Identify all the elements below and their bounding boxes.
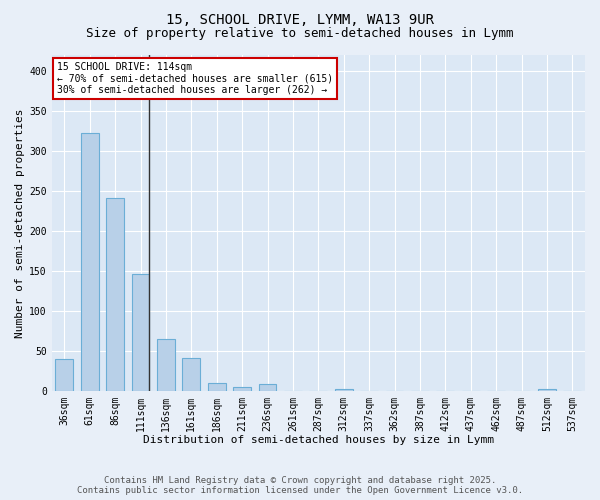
Bar	[538, 389, 556, 390]
Bar	[259, 384, 277, 390]
Bar	[208, 382, 226, 390]
Bar	[131, 274, 149, 390]
Y-axis label: Number of semi-detached properties: Number of semi-detached properties	[15, 108, 25, 338]
Text: 15, SCHOOL DRIVE, LYMM, WA13 9UR: 15, SCHOOL DRIVE, LYMM, WA13 9UR	[166, 12, 434, 26]
Bar	[106, 198, 124, 390]
Bar	[157, 339, 175, 390]
X-axis label: Distribution of semi-detached houses by size in Lymm: Distribution of semi-detached houses by …	[143, 435, 494, 445]
Text: Size of property relative to semi-detached houses in Lymm: Size of property relative to semi-detach…	[86, 28, 514, 40]
Bar	[81, 132, 98, 390]
Bar	[233, 386, 251, 390]
Bar	[55, 358, 73, 390]
Text: Contains HM Land Registry data © Crown copyright and database right 2025.
Contai: Contains HM Land Registry data © Crown c…	[77, 476, 523, 495]
Bar	[335, 389, 353, 390]
Text: 15 SCHOOL DRIVE: 114sqm
← 70% of semi-detached houses are smaller (615)
30% of s: 15 SCHOOL DRIVE: 114sqm ← 70% of semi-de…	[57, 62, 333, 95]
Bar	[182, 358, 200, 390]
